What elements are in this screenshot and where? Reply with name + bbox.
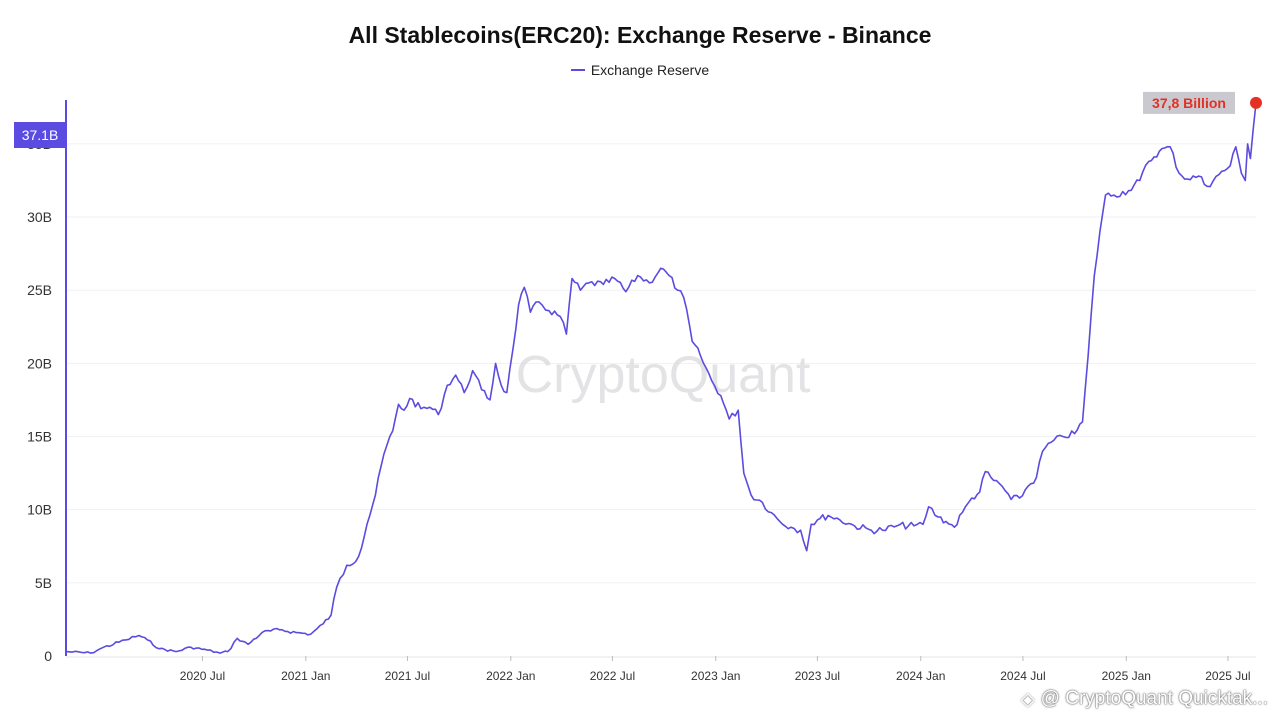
chart-title: All Stablecoins(ERC20): Exchange Reserve… bbox=[348, 22, 932, 48]
last-value-badge: 37.1B bbox=[14, 122, 66, 148]
series-line-exchange-reserve[interactable] bbox=[65, 102, 1257, 654]
y-tick-label: 30B bbox=[27, 209, 52, 225]
legend-swatch bbox=[570, 69, 585, 71]
x-tick-label: 2021 Jul bbox=[385, 669, 430, 683]
y-tick-label: 25B bbox=[27, 282, 52, 298]
y-tick-label: 15B bbox=[27, 429, 52, 445]
x-tick-label: 2021 Jan bbox=[281, 669, 330, 683]
last-value-label: 37.1B bbox=[22, 127, 59, 143]
y-tick-label: 20B bbox=[27, 355, 52, 371]
x-tick-label: 2025 Jan bbox=[1102, 669, 1151, 683]
x-tick-label: 2023 Jul bbox=[795, 669, 840, 683]
annotation-marker-dot bbox=[1250, 96, 1262, 109]
x-tick-label: 2022 Jan bbox=[486, 669, 535, 683]
x-tick-label: 2024 Jan bbox=[896, 669, 945, 683]
annotation-layer: 37,8 Billion bbox=[1143, 91, 1262, 114]
x-tick-label: 2024 Jul bbox=[1000, 669, 1045, 683]
y-tick-label: 10B bbox=[27, 502, 52, 518]
x-tick-label: 2022 Jul bbox=[590, 669, 635, 683]
watermark-bottom: ◈ @ CryptoQuant Quicktak... bbox=[1021, 688, 1268, 710]
grid-layer bbox=[66, 143, 1256, 584]
x-tick-label: 2025 Jul bbox=[1205, 669, 1250, 683]
annotation-label: 37,8 Billion bbox=[1152, 95, 1226, 111]
annotation-label-bg bbox=[1143, 91, 1235, 114]
y-axis-ticks: 05B10B15B20B25B30B35B bbox=[27, 136, 52, 664]
x-tick-label: 2023 Jan bbox=[691, 669, 740, 683]
y-tick-label: 5B bbox=[35, 575, 52, 591]
legend-label: Exchange Reserve bbox=[590, 62, 710, 78]
cryptoquant-logo-icon: ◈ bbox=[1020, 688, 1035, 709]
x-axis-ticks: 2020 Jul 2021 Jan 2021 Jul 2022 Jan 2022 Jul… bbox=[180, 656, 1251, 683]
x-tick-label: 2020 Jul bbox=[180, 669, 225, 683]
watermark-bottom-text: @ CryptoQuant Quicktak... bbox=[1040, 688, 1268, 709]
chart-legend[interactable]: Exchange Reserve bbox=[0, 62, 1280, 78]
watermark-logo: CryptoQuant bbox=[516, 346, 811, 404]
y-tick-label: 0 bbox=[44, 648, 52, 664]
